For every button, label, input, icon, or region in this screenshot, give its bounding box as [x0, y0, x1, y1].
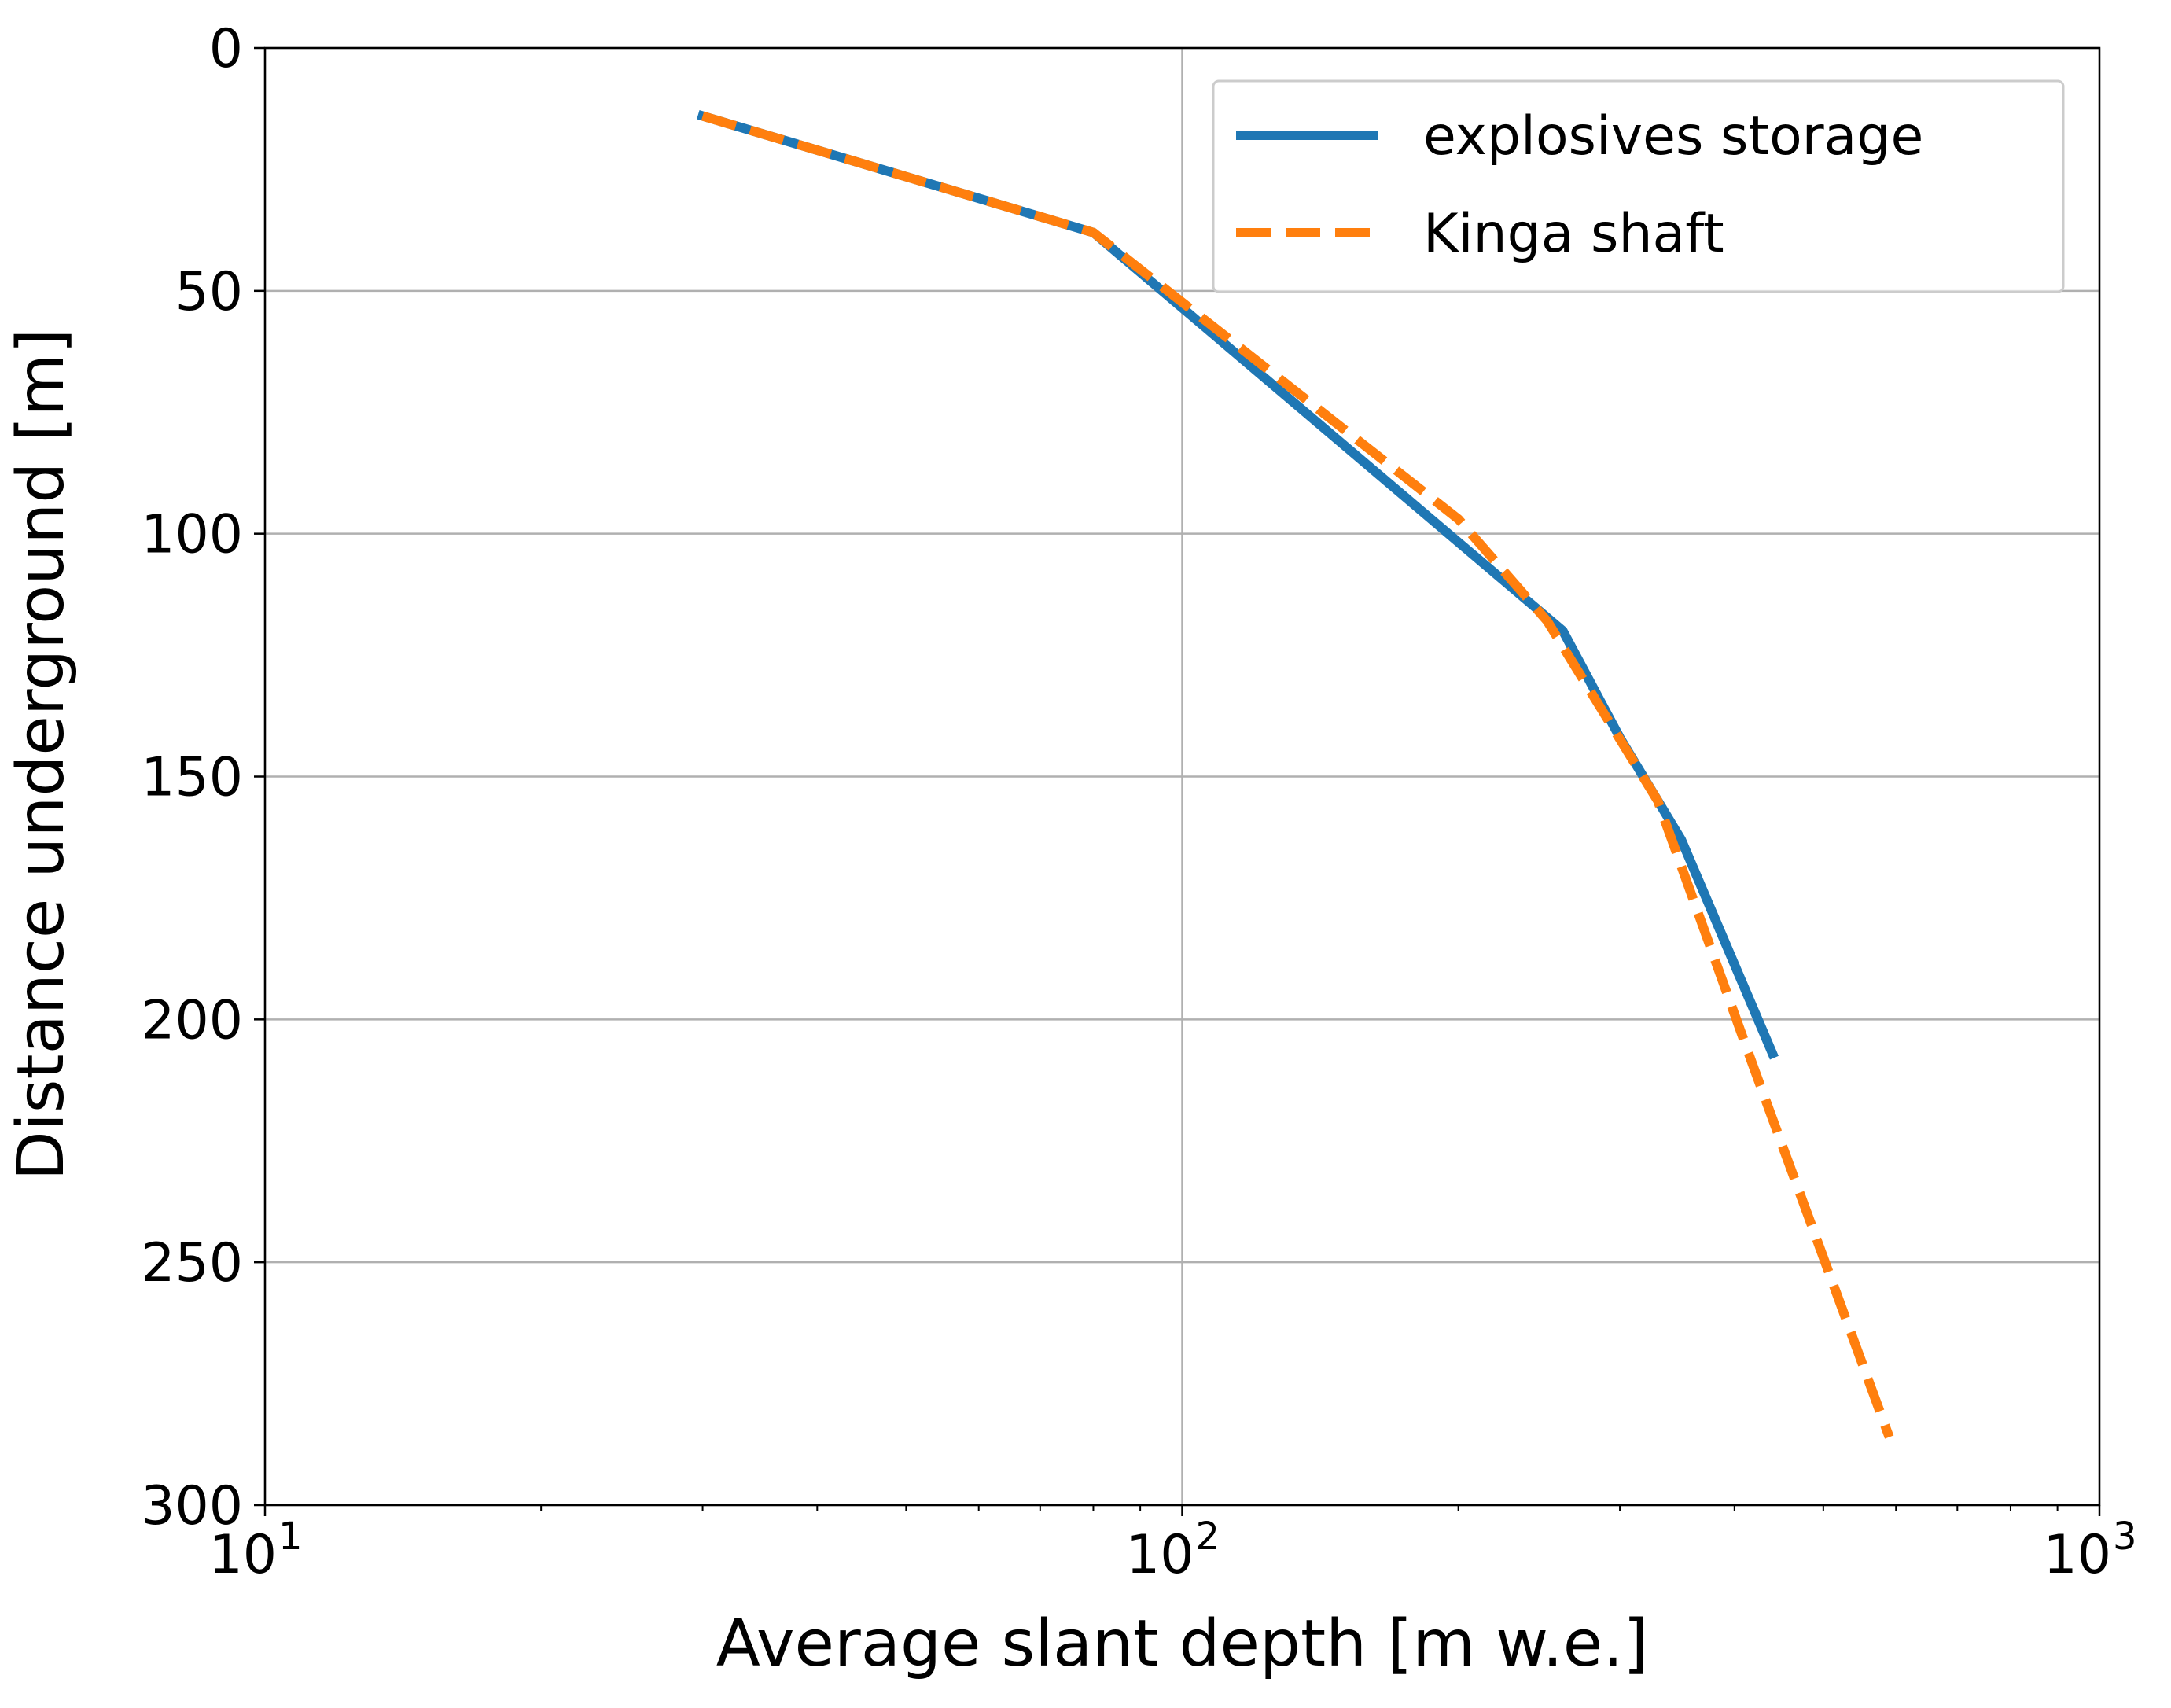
- x-tick-exponent: 1: [278, 1515, 303, 1559]
- legend-label: Kinga shaft: [1423, 203, 1724, 265]
- x-axis-label: Average slant depth [m w.e.]: [716, 1607, 1649, 1681]
- y-tick-label: 200: [141, 989, 243, 1051]
- y-axis-ticks: 0 50 100 150 200 250 300: [141, 18, 265, 1537]
- minor-ticks: [540, 1505, 2059, 1511]
- x-axis-ticks: 101 102 103: [208, 1505, 2137, 1586]
- legend-box: [1212, 79, 2065, 293]
- series-line-explosives-storage: [697, 110, 1779, 1060]
- series-lines: [697, 110, 1894, 1439]
- y-tick-label: 300: [141, 1475, 243, 1537]
- legend-entries: explosives storage Kinga shaft: [1236, 105, 1923, 265]
- y-tick-label: 50: [175, 261, 243, 323]
- y-tick-label: 150: [141, 747, 243, 809]
- x-tick-exponent: 3: [2113, 1515, 2137, 1559]
- y-tick-label: 250: [141, 1232, 243, 1294]
- series-line-kinga-shaft: [701, 111, 1894, 1439]
- legend-label: explosives storage: [1423, 105, 1923, 167]
- y-axis-label: Distance underground [m]: [4, 329, 79, 1180]
- legend: explosives storage Kinga shaft: [1212, 79, 2065, 293]
- x-tick-exponent: 2: [1195, 1515, 1220, 1559]
- y-tick-label: 0: [209, 18, 243, 80]
- y-tick-label: 100: [141, 504, 243, 566]
- x-tick-label: 103: [2043, 1515, 2136, 1586]
